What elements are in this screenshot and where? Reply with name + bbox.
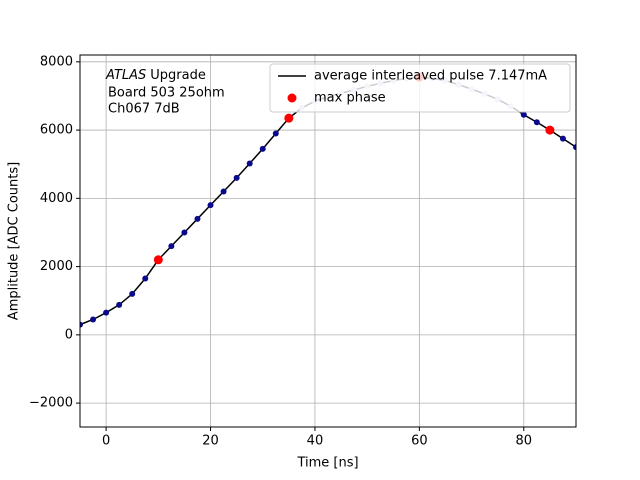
annotation-text: Upgrade [150,68,206,83]
y-axis-label: Amplitude [ADC Counts] [7,162,22,320]
legend-label: max phase [314,91,386,106]
sample-point [103,309,110,316]
x-axis-label: Time [ns] [296,456,358,471]
sample-point [181,229,188,236]
y-tick-label: −2000 [29,396,73,411]
sample-point [533,119,540,126]
sample-point [90,316,97,323]
sample-point [246,160,253,167]
x-tick-label: 0 [102,434,110,449]
sample-point [194,215,201,222]
sample-point [559,135,566,142]
x-tick-label: 60 [411,434,428,449]
x-tick-label: 80 [516,434,533,449]
annotation: Board 503 25ohm [108,86,225,101]
annotation: Ch067 7dB [108,102,180,117]
sample-point [573,144,576,151]
sample-point [272,130,279,137]
sample-point [520,111,527,118]
y-tick-label: 8000 [40,54,73,69]
sample-point [220,188,227,195]
max-phase-point [284,113,294,123]
legend-box [269,63,571,113]
sample-point [207,202,214,209]
legend-label: average interleaved pulse 7.147mA [314,69,547,84]
y-tick-label: 6000 [40,123,73,138]
max-phase-point [545,125,555,135]
sample-point [168,243,175,250]
x-tick-label: 40 [307,434,324,449]
max-phase-point [153,255,163,265]
annotation-italic: ATLAS [105,68,146,83]
legend-swatch [287,93,297,103]
sample-point [142,275,149,282]
sample-point [129,290,136,297]
sample-point [80,321,83,328]
sample-point [116,301,123,308]
annotation: ATLAS Upgrade [105,68,206,83]
y-tick-label: 2000 [40,259,73,274]
y-tick-label: 0 [65,327,73,342]
sample-point [233,174,240,181]
plot-frame [79,54,577,428]
x-tick-label: 20 [202,434,219,449]
y-tick-label: 4000 [40,191,73,206]
sample-point [259,145,266,152]
